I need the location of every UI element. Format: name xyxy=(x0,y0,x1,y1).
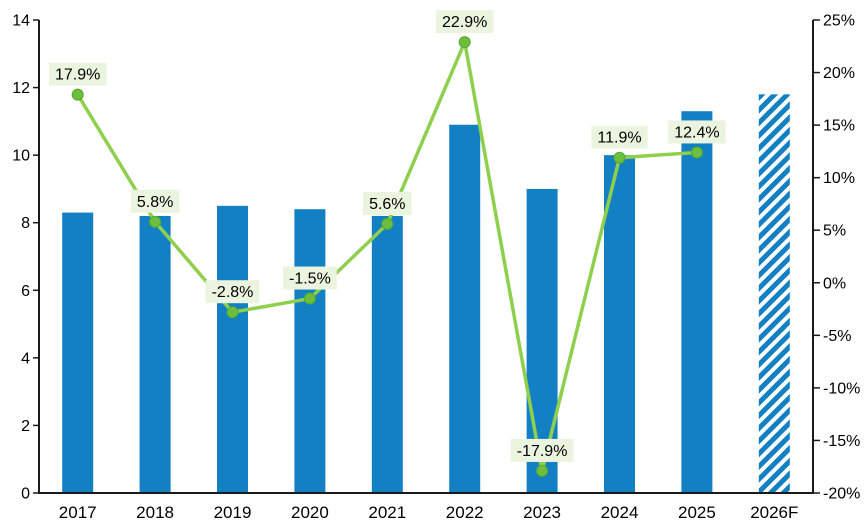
category-label-2024: 2024 xyxy=(601,503,639,522)
right-axis-tick-label: 20% xyxy=(823,65,855,82)
bar-2022 xyxy=(449,124,481,493)
right-axis-tick-label: 0% xyxy=(823,275,846,292)
growth-label-box xyxy=(436,10,494,34)
growth-label-box xyxy=(205,280,260,304)
growth-marker-2019 xyxy=(226,306,239,319)
right-axis-tick-label: -15% xyxy=(823,433,860,450)
growth-label-text: 12.4% xyxy=(674,124,719,141)
bar-2020 xyxy=(294,209,326,493)
growth-label-2025: 12.4% xyxy=(668,120,726,144)
bar-2018 xyxy=(139,215,171,493)
growth-marker-2025 xyxy=(690,146,703,159)
category-label-2022: 2022 xyxy=(446,503,484,522)
category-label-2017: 2017 xyxy=(59,503,97,522)
growth-marker-2023 xyxy=(536,464,549,477)
growth-marker-2017 xyxy=(71,88,84,101)
left-axis-tick-label: 8 xyxy=(21,215,30,232)
growth-label-2023: -17.9% xyxy=(510,438,574,462)
growth-label-text: -2.8% xyxy=(212,284,254,301)
bar-2017 xyxy=(62,212,94,494)
growth-label-2020: -1.5% xyxy=(283,266,337,290)
growth-label-text: -1.5% xyxy=(289,271,331,288)
left-axis-tick-label: 2 xyxy=(21,418,30,435)
growth-marker-2024 xyxy=(613,151,626,164)
growth-label-text: -17.9% xyxy=(517,443,568,460)
right-axis-tick-label: -10% xyxy=(823,380,860,397)
left-axis-tick-label: 14 xyxy=(12,13,30,30)
left-axis-tick-label: 0 xyxy=(21,486,30,503)
category-label-2023: 2023 xyxy=(523,503,561,522)
growth-label-text: 22.9% xyxy=(442,14,487,31)
growth-label-2021: 5.6% xyxy=(363,191,412,215)
growth-marker-2020 xyxy=(303,292,316,305)
category-label-2019: 2019 xyxy=(214,503,252,522)
category-label-2026F: 2026F xyxy=(750,503,798,522)
forecast-bar-2026F xyxy=(758,94,790,493)
growth-label-2017: 17.9% xyxy=(49,62,107,86)
growth-label-2018: 5.8% xyxy=(130,189,180,213)
growth-label-text: 17.9% xyxy=(55,67,100,84)
growth-label-text: 11.9% xyxy=(597,130,641,147)
growth-label-box xyxy=(49,62,107,86)
growth-label-box xyxy=(363,191,412,215)
growth-marker-2018 xyxy=(149,215,162,228)
right-axis-tick-label: 5% xyxy=(823,223,846,240)
left-axis-tick-label: 4 xyxy=(21,350,30,367)
growth-label-box xyxy=(130,189,180,213)
growth-marker-2021 xyxy=(381,217,394,230)
category-label-2021: 2021 xyxy=(368,503,406,522)
right-axis-tick-label: 10% xyxy=(823,170,855,187)
left-axis-tick-label: 10 xyxy=(12,148,30,165)
growth-label-box xyxy=(668,120,726,144)
right-axis-tick-label: 15% xyxy=(823,118,855,135)
growth-label-2022: 22.9% xyxy=(436,10,494,34)
right-axis-tick-label: -5% xyxy=(823,328,851,345)
growth-label-box xyxy=(510,438,574,462)
bar-2021 xyxy=(371,215,403,493)
category-label-2018: 2018 xyxy=(136,503,174,522)
right-axis-tick-label: -20% xyxy=(823,486,860,503)
category-label-2020: 2020 xyxy=(291,503,329,522)
growth-marker-2022 xyxy=(458,36,471,49)
growth-label-text: 5.8% xyxy=(137,194,173,211)
growth-label-2019: -2.8% xyxy=(205,280,260,304)
bar-2024 xyxy=(604,155,635,493)
bar-2019 xyxy=(217,205,248,494)
bar-2025 xyxy=(681,111,713,493)
right-axis-tick-label: 25% xyxy=(823,13,855,30)
left-axis-tick-label: 6 xyxy=(21,283,30,300)
growth-label-2024: 11.9% xyxy=(591,125,648,149)
growth-label-box xyxy=(591,125,648,149)
growth-label-text: 5.6% xyxy=(369,196,405,213)
category-label-2025: 2025 xyxy=(678,503,716,522)
growth-label-box xyxy=(283,266,337,290)
left-axis-tick-label: 12 xyxy=(12,80,30,97)
